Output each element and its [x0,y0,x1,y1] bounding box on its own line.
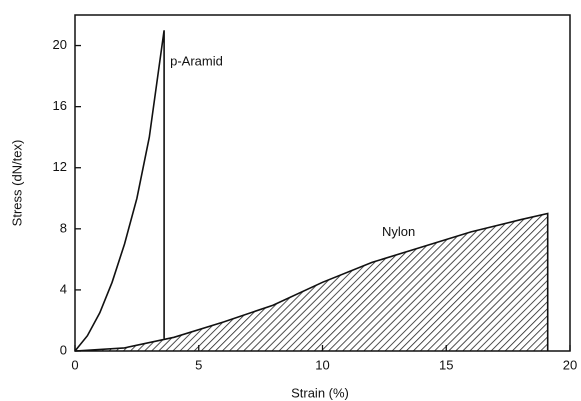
x-axis-label: Strain (%) [291,385,349,400]
y-tick-label: 12 [53,159,67,174]
x-tick-label: 10 [315,357,329,372]
x-tick-label: 20 [563,357,577,372]
y-tick-label: 16 [53,98,67,113]
series-line [74,212,549,352]
y-tick-label: 8 [60,220,67,235]
series-label: Nylon [382,224,415,239]
y-tick-label: 4 [60,281,67,296]
y-axis-label: Stress (dN/tex) [9,140,24,227]
x-tick-label: 5 [195,357,202,372]
x-tick-label: 15 [439,357,453,372]
y-tick-label: 20 [53,37,67,52]
series-label: p-Aramid [170,54,223,69]
x-tick-label: 0 [71,357,78,372]
series-line [74,30,165,352]
y-tick-label: 0 [60,342,67,357]
hatched-area [75,213,548,351]
